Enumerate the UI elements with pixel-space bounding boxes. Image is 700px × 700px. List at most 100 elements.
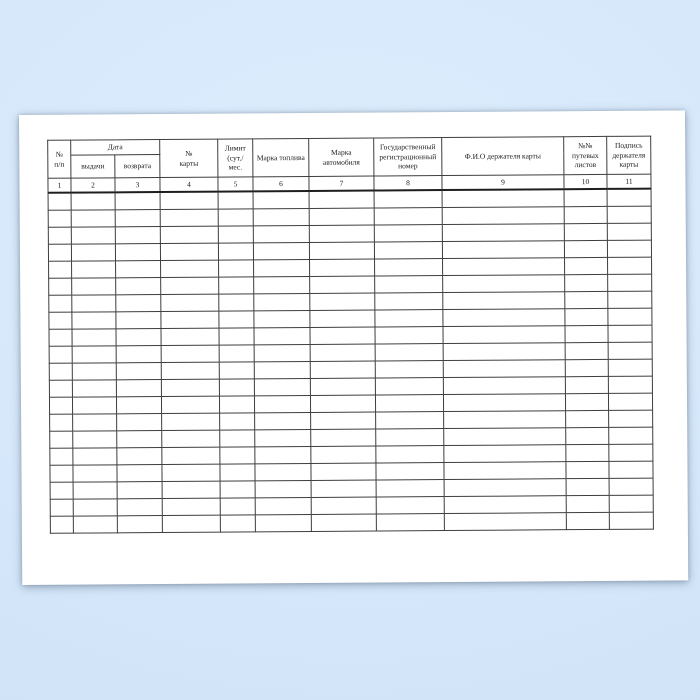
table-cell: [310, 394, 376, 412]
table-cell: [219, 361, 255, 379]
table-cell: [309, 309, 376, 327]
table-cell: [255, 513, 312, 532]
table-cell: [116, 362, 162, 380]
table-cell: [115, 294, 161, 312]
table-cell: [253, 309, 311, 328]
table-cell: [115, 311, 162, 329]
table-cell: [115, 328, 162, 346]
table-cell: [254, 326, 311, 345]
table-cell: [161, 344, 220, 363]
table-cell: [375, 360, 444, 378]
table-cell: [375, 377, 444, 395]
table-cell: [376, 513, 445, 531]
table-cell: [71, 328, 117, 346]
table-cell: [442, 223, 565, 242]
table-cell: [71, 226, 116, 244]
table-cell: [310, 360, 376, 378]
table-cell: [254, 394, 311, 413]
table-cell: [254, 377, 311, 396]
column-number: 10: [563, 174, 608, 190]
table-cell: [255, 479, 312, 498]
table-cell: [607, 256, 652, 274]
col-header-card-number: № карты: [159, 139, 218, 178]
table-cell: [442, 240, 565, 259]
table-cell: [309, 241, 375, 259]
table-cell: [566, 494, 610, 513]
table-cell: [442, 206, 565, 225]
table-cell: [72, 447, 117, 465]
table-cell: [310, 428, 376, 446]
table-cell: [608, 375, 653, 393]
table-cell: [607, 222, 652, 240]
table-cell: [160, 310, 220, 329]
table-cell: [374, 258, 443, 276]
col-header-state-reg-number: Государственный регистрационный номер: [373, 137, 442, 177]
table-cell: [309, 207, 375, 225]
table-cell: [375, 411, 444, 429]
table-cell: [309, 190, 375, 208]
table-cell: [115, 243, 161, 261]
table-cell: [49, 430, 73, 448]
table-cell: [442, 189, 565, 208]
table-cell: [161, 412, 220, 431]
table-cell: [72, 413, 117, 431]
table-cell: [254, 411, 311, 430]
table-cell: [218, 225, 254, 243]
table-cell: [220, 480, 256, 498]
column-number: 2: [70, 177, 116, 193]
table-cell: [253, 207, 310, 226]
table-cell: [564, 273, 608, 292]
table-cell: [564, 205, 608, 224]
table-cell: [565, 460, 610, 479]
table-cell: [375, 394, 444, 412]
table-cell: [565, 409, 609, 428]
table-cell: [253, 292, 310, 311]
table-cell: [310, 411, 376, 429]
table-cell: [309, 224, 375, 242]
table-cell: [254, 360, 311, 379]
table-cell: [607, 205, 652, 223]
table-cell: [374, 292, 443, 310]
table-cell: [117, 498, 163, 516]
table-cell: [607, 324, 653, 342]
table-cell: [220, 514, 256, 532]
table-cell: [444, 512, 567, 531]
table-cell: [444, 495, 567, 514]
table-cell: [116, 464, 163, 482]
table-cell: [50, 515, 74, 533]
table-cell: [160, 208, 219, 227]
table-cell: [608, 460, 654, 478]
table-cell: [375, 462, 445, 480]
table-cell: [160, 225, 219, 244]
col-header-fuel-brand: Марка топлива: [252, 138, 309, 177]
table-cell: [442, 325, 566, 344]
col-header-date-return: возврата: [114, 154, 160, 178]
table-cell: [608, 426, 653, 444]
table-cell: [309, 292, 375, 310]
table-cell: [443, 359, 566, 378]
table-cell: [219, 446, 255, 464]
table-cell: [162, 514, 221, 533]
table-cell: [72, 396, 117, 414]
table-cell: [444, 478, 567, 497]
table-cell: [607, 239, 652, 257]
table-cell: [48, 260, 72, 278]
table-cell: [564, 188, 608, 207]
table-cell: [48, 311, 72, 329]
table-cell: [115, 192, 161, 210]
table-cell: [72, 379, 117, 397]
table-cell: [564, 290, 608, 309]
table-cell: [49, 345, 73, 363]
table-cell: [219, 327, 255, 345]
table-cell: [565, 443, 609, 462]
table-cell: [442, 308, 565, 327]
table-cell: [48, 192, 72, 210]
table-cell: [565, 426, 609, 445]
table-cell: [73, 481, 118, 499]
table-cell: [117, 515, 163, 533]
table-cell: [72, 345, 117, 363]
document-page: № п/п Дата № карты Лимит (сут./ мес. Мар…: [19, 110, 689, 585]
column-number: 7: [308, 176, 375, 191]
table-cell: [443, 393, 566, 412]
